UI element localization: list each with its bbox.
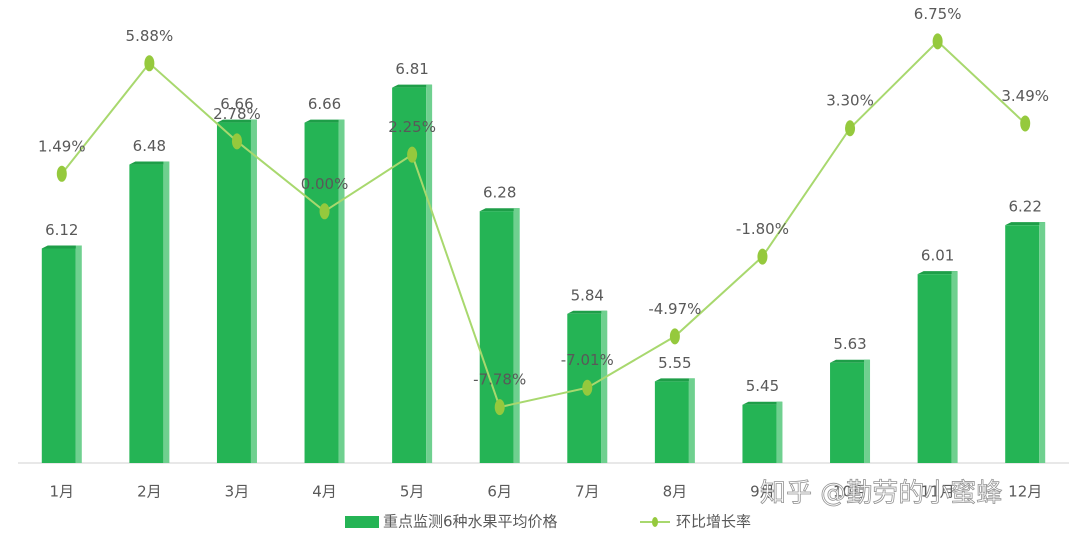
line-value-label: 3.30%: [826, 92, 874, 110]
line-value-label: -7.78%: [473, 371, 526, 389]
bar: [392, 87, 427, 464]
line-point: [407, 146, 418, 163]
line-point: [757, 248, 768, 265]
bar-top-shade: [742, 401, 783, 405]
legend-label: 环比增长率: [676, 513, 751, 531]
x-tick-label: 11月: [921, 483, 955, 501]
bar-value-label: 5.45: [746, 377, 779, 395]
line-point: [56, 165, 67, 182]
line-value-label: 1.49%: [38, 137, 86, 155]
bar-side-shade: [75, 245, 82, 463]
line-value-label: -1.80%: [736, 220, 789, 238]
line-value-label: 5.88%: [126, 27, 174, 45]
line-value-label: 2.78%: [213, 105, 261, 123]
bar-top-shade: [129, 161, 170, 165]
bar-side-shade: [601, 310, 608, 463]
bar-side-shade: [1039, 222, 1046, 463]
bar-side-shade: [250, 119, 257, 463]
bar: [654, 381, 689, 463]
x-tick-label: 12月: [1008, 483, 1042, 501]
bar-value-label: 6.48: [133, 137, 166, 155]
line-point: [845, 120, 856, 137]
bar-value-label: 6.12: [45, 221, 78, 239]
bar: [917, 274, 952, 463]
bar-side-shade: [338, 119, 345, 463]
bar: [1005, 225, 1040, 463]
legend-label: 重点监测6种水果平均价格: [383, 513, 558, 531]
bar-value-label: 6.22: [1009, 198, 1042, 216]
line-value-label: 3.49%: [1001, 87, 1049, 105]
x-tick-label: 8月: [663, 483, 688, 501]
line-point: [1020, 115, 1031, 132]
x-tick-label: 9月: [750, 483, 775, 501]
x-tick-label: 10月: [833, 483, 867, 501]
bar: [304, 122, 339, 463]
legend-swatch-point: [652, 517, 658, 527]
bar-value-label: 6.66: [220, 95, 253, 113]
bar-side-shade: [163, 161, 170, 463]
line-value-label: 0.00%: [301, 175, 349, 193]
bar-value-label: 5.63: [833, 335, 866, 353]
x-tick-label: 6月: [487, 483, 512, 501]
bar-top-shade: [1005, 222, 1046, 226]
bar-top-shade: [304, 119, 345, 123]
bar-top-shade: [392, 84, 433, 88]
x-tick-label: 5月: [400, 483, 425, 501]
x-tick-label: 7月: [575, 483, 600, 501]
line-point: [582, 379, 593, 396]
bar: [830, 362, 865, 463]
bar-value-label: 6.66: [308, 95, 341, 113]
x-tick-label: 4月: [312, 483, 337, 501]
x-tick-label: 1月: [50, 483, 75, 501]
bar-top-shade: [830, 359, 871, 363]
legend-swatch: [345, 516, 379, 528]
watermark: 知乎 @勤劳的小蜜蜂: [760, 479, 1002, 509]
bar-side-shade: [951, 271, 958, 463]
line-value-label: -7.01%: [561, 351, 614, 369]
line-value-label: 2.25%: [388, 118, 436, 136]
bar: [479, 211, 514, 463]
line-point: [669, 328, 680, 345]
bar-value-label: 6.28: [483, 184, 516, 202]
bar: [216, 122, 251, 463]
bar-top-shade: [917, 271, 958, 275]
bar-side-shade: [776, 401, 783, 463]
bar: [41, 248, 76, 463]
bar-top-shade: [654, 378, 695, 382]
bar-top-shade: [41, 245, 82, 249]
line-point: [231, 133, 242, 150]
bar-side-shade: [688, 378, 695, 463]
bar-side-shade: [864, 359, 871, 463]
line-point: [932, 33, 943, 50]
line-point: [494, 399, 505, 416]
bar-side-shade: [513, 208, 520, 463]
line-value-label: -4.97%: [648, 300, 701, 318]
x-tick-label: 2月: [137, 483, 162, 501]
line-point: [319, 203, 330, 220]
bar-top-shade: [216, 119, 257, 123]
bar: [742, 404, 777, 463]
bar-side-shade: [426, 84, 433, 464]
bar-top-shade: [479, 208, 520, 212]
bar-value-label: 5.84: [571, 286, 604, 304]
bar-top-shade: [567, 310, 608, 314]
bar-value-label: 6.81: [395, 60, 428, 78]
line: [61, 40, 1026, 409]
x-tick-label: 3月: [225, 483, 250, 501]
line-value-label: 6.75%: [914, 5, 962, 23]
bar-value-label: 6.01: [921, 247, 954, 265]
bar-value-label: 5.55: [658, 354, 691, 372]
line-point: [144, 55, 155, 72]
bar: [129, 164, 164, 463]
